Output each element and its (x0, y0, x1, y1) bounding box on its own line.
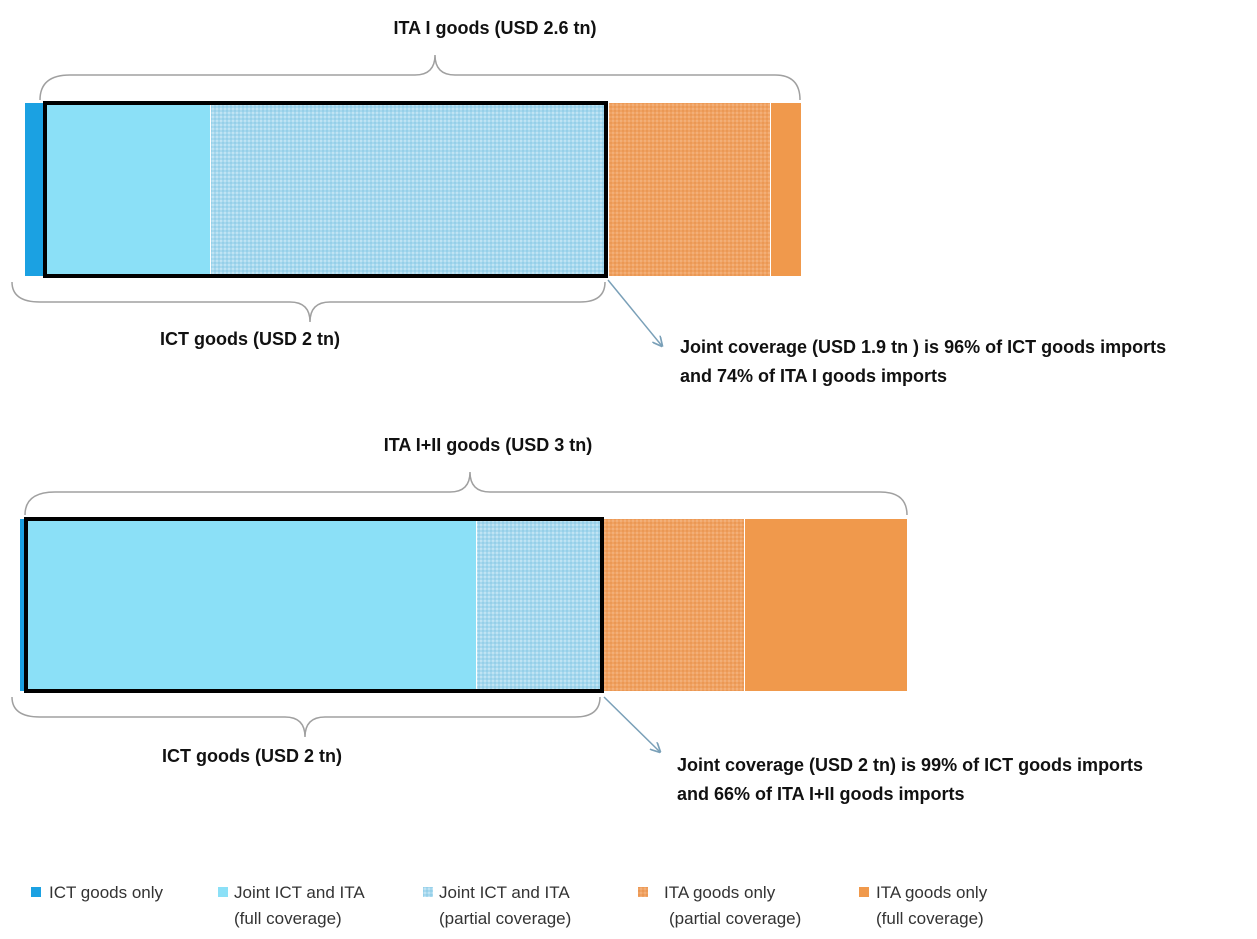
ict-goods-label: ICT goods (USD 2 tn) (160, 329, 340, 349)
joint-coverage-outline (24, 517, 604, 693)
legend-label: ITA goods only (664, 883, 776, 902)
legend-label: Joint ICT and ITA (439, 883, 570, 902)
segment-ita-partial (609, 103, 770, 276)
ita-i-ii-top-brace (24, 471, 908, 516)
segment-ita-full (771, 103, 801, 276)
legend-item-joint-partial: Joint ICT and ITA (partial coverage) (423, 883, 571, 928)
ict-goods-label: ICT goods (USD 2 tn) (162, 746, 342, 766)
legend-sublabel: (full coverage) (876, 909, 984, 928)
ict-bottom-brace (11, 696, 601, 738)
legend-swatch (31, 887, 41, 897)
joint-coverage-arrow (607, 279, 662, 346)
legend-sublabel: (partial coverage) (439, 909, 571, 928)
joint-coverage-note-line1: Joint coverage (USD 1.9 tn ) is 96% of I… (680, 337, 1166, 357)
segment-joint-full (45, 103, 210, 276)
segment-ict-only (20, 519, 26, 691)
segment-joint-partial (477, 519, 601, 691)
legend-label: ITA goods only (876, 883, 988, 902)
legend-label: Joint ICT and ITA (234, 883, 365, 902)
joint-coverage-arrow (603, 696, 660, 752)
panel-ita-i-ii: ITA I+II goods (USD 3 tn) ICT goods (USD… (11, 435, 1143, 804)
joint-coverage-note-line1: Joint coverage (USD 2 tn) is 99% of ICT … (677, 755, 1143, 775)
ict-bottom-brace (11, 281, 606, 323)
legend-item-joint-full: Joint ICT and ITA (full coverage) (218, 883, 365, 928)
ita-i-top-brace (39, 54, 801, 101)
legend-sublabel: (full coverage) (234, 909, 342, 928)
panel-ita-i: ITA I goods (USD 2.6 tn) ICT goods (USD … (11, 18, 1166, 386)
legend-item-ita-partial: ITA goods only (partial coverage) (638, 883, 801, 928)
legend-swatch (859, 887, 869, 897)
legend-item-ita-full: ITA goods only (full coverage) (859, 883, 988, 928)
legend-swatch (423, 887, 433, 897)
segment-ita-partial (603, 519, 744, 691)
legend: ICT goods only Joint ICT and ITA (full c… (31, 883, 988, 928)
ita-i-goods-label: ITA I goods (USD 2.6 tn) (394, 18, 597, 38)
joint-coverage-outline (43, 101, 608, 278)
ita-i-ii-goods-label: ITA I+II goods (USD 3 tn) (384, 435, 593, 455)
joint-coverage-note-line2: and 66% of ITA I+II goods imports (677, 784, 965, 804)
legend-item-ict-only: ICT goods only (31, 883, 164, 902)
legend-label: ICT goods only (49, 883, 164, 902)
segment-joint-partial (211, 103, 605, 276)
segment-ict-only (25, 103, 45, 276)
legend-swatch (638, 887, 648, 897)
legend-swatch (218, 887, 228, 897)
joint-coverage-note-line2: and 74% of ITA I goods imports (680, 366, 947, 386)
segment-ita-full (745, 519, 907, 691)
legend-sublabel: (partial coverage) (669, 909, 801, 928)
segment-joint-full (26, 519, 476, 691)
